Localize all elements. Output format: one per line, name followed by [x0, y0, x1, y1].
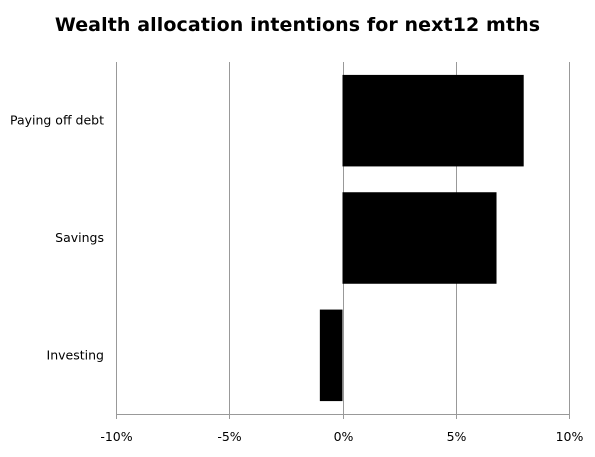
bar-0 — [342, 74, 524, 167]
x-tick-label-1: -5% — [217, 429, 241, 444]
x-tick-label-2: 0% — [334, 429, 354, 444]
bar-2 — [319, 309, 343, 402]
x-tick-label-3: 5% — [447, 429, 467, 444]
bar-1 — [342, 192, 497, 284]
category-label-0: Paying off debt — [10, 113, 104, 128]
category-label-1: Savings — [55, 230, 104, 245]
x-tick-label-0: -10% — [100, 429, 132, 444]
x-tick-label-4: 10% — [556, 429, 584, 444]
chart-title: Wealth allocation intentions for next12 … — [54, 14, 541, 36]
category-label-2: Investing — [47, 347, 104, 362]
